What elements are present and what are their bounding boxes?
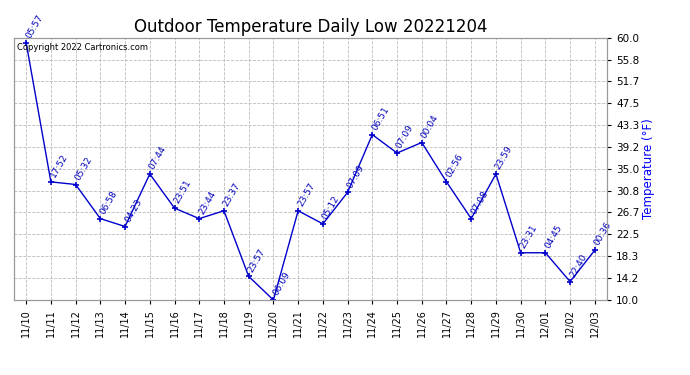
Text: 23:31: 23:31 xyxy=(518,223,539,250)
Text: 00:36: 00:36 xyxy=(593,220,613,248)
Text: 22:40: 22:40 xyxy=(568,252,589,279)
Text: 06:58: 06:58 xyxy=(98,189,119,216)
Text: Copyright 2022 Cartronics.com: Copyright 2022 Cartronics.com xyxy=(17,43,148,52)
Text: 23:57: 23:57 xyxy=(296,181,317,208)
Text: 06:09: 06:09 xyxy=(271,270,292,297)
Y-axis label: Temperature (°F): Temperature (°F) xyxy=(642,118,655,219)
Text: 06:51: 06:51 xyxy=(370,105,391,132)
Text: 23:44: 23:44 xyxy=(197,189,217,216)
Text: 05:12: 05:12 xyxy=(321,194,342,221)
Text: 23:57: 23:57 xyxy=(246,247,267,274)
Text: 07:44: 07:44 xyxy=(148,144,168,171)
Text: 23:51: 23:51 xyxy=(172,178,193,206)
Text: 05:32: 05:32 xyxy=(73,155,94,182)
Title: Outdoor Temperature Daily Low 20221204: Outdoor Temperature Daily Low 20221204 xyxy=(134,18,487,36)
Text: 23:59: 23:59 xyxy=(494,144,514,171)
Text: 07:09: 07:09 xyxy=(395,123,415,150)
Text: 02:56: 02:56 xyxy=(444,152,465,179)
Text: 05:57: 05:57 xyxy=(24,13,45,40)
Text: 04:23: 04:23 xyxy=(123,197,144,224)
Text: 07:09: 07:09 xyxy=(346,163,366,190)
Text: 04:45: 04:45 xyxy=(543,223,564,250)
Text: 23:37: 23:37 xyxy=(221,181,242,208)
Text: 17:52: 17:52 xyxy=(49,152,69,179)
Text: 00:04: 00:04 xyxy=(420,113,440,140)
Text: 07:08: 07:08 xyxy=(469,189,490,216)
